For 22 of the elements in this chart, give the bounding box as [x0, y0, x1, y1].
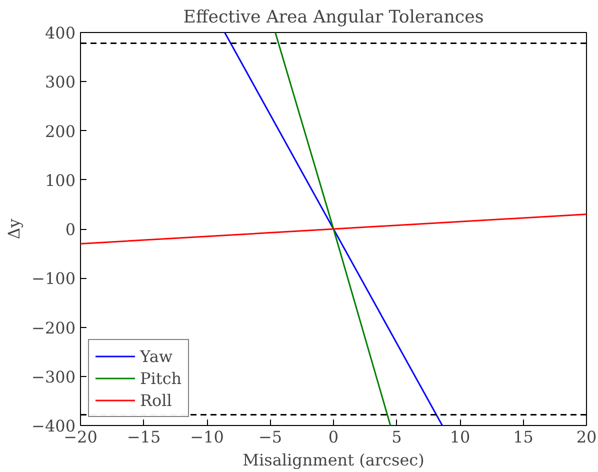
x-axis-title: Misalignment (arcsec) [242, 450, 424, 470]
x-tick-label: −15 [126, 428, 161, 446]
y-tick-label: 300 [44, 72, 76, 92]
x-tick-label: −5 [258, 428, 282, 446]
y-tick-label: 200 [44, 122, 76, 141]
y-tick-label: −300 [32, 367, 76, 386]
legend-label: Pitch [140, 368, 182, 388]
x-tick-label: 15 [513, 428, 534, 446]
x-tick-label: 0 [328, 428, 339, 446]
y-tick-label: 400 [44, 24, 76, 42]
x-tick-label: 10 [450, 428, 470, 446]
y-tick-label: 0 [65, 220, 76, 239]
y-tick-label: −200 [32, 318, 76, 338]
x-tick-label: 20 [576, 428, 597, 446]
y-axis-title: Δy [4, 218, 24, 240]
x-tick-label: −10 [190, 428, 224, 446]
legend-label: Yaw [140, 346, 173, 366]
legend-label: Roll [140, 390, 172, 410]
y-tick-label: 100 [44, 170, 76, 190]
chart-title: Effective Area Angular Tolerances [183, 8, 484, 28]
y-tick-label: −100 [32, 269, 76, 288]
x-tick-label: 5 [392, 428, 402, 446]
